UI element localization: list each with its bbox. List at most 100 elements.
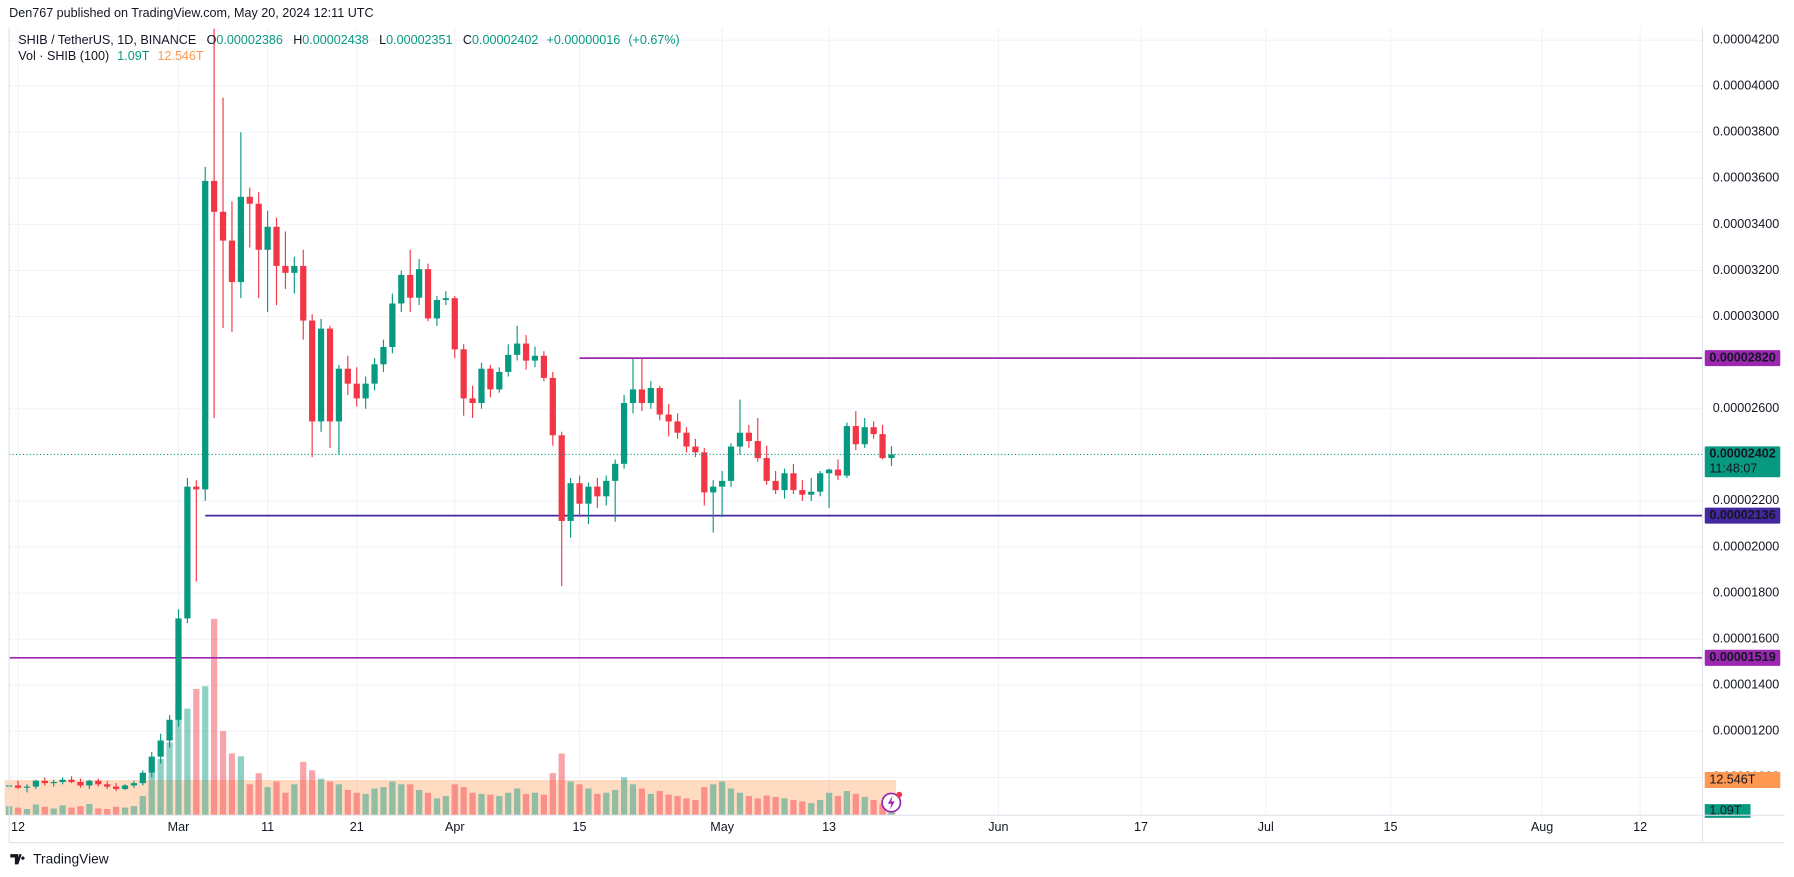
volume-bar <box>736 792 744 816</box>
volume-bar <box>576 784 583 816</box>
volume-bar <box>317 778 325 816</box>
volume-bar <box>14 807 22 816</box>
change-pct: (+0.67%) <box>628 34 679 48</box>
ohlc-value: 0.00002386 <box>216 34 282 48</box>
candle-body <box>514 343 521 355</box>
volume-bar <box>531 792 539 816</box>
volume-bar <box>442 796 449 816</box>
volume-bar <box>68 807 75 816</box>
candle-body <box>612 463 619 481</box>
symbol: SHIB / TetherUS, 1D, BINANCE <box>18 34 196 48</box>
candle-body <box>487 368 494 390</box>
legend-main: SHIB / TetherUS, 1D, BINANCE O0.00002386… <box>18 34 679 48</box>
legend-volume: Vol · SHIB (100) 1.09T 12.546T <box>18 50 204 64</box>
price-label-box <box>1704 350 1781 367</box>
volume-bar <box>629 784 637 816</box>
volume-bar <box>790 800 797 816</box>
volume-ma-box <box>1704 771 1781 788</box>
candle-body <box>228 240 236 283</box>
ohlc-key: C <box>463 34 472 48</box>
x-tick-label: 15 <box>1384 820 1398 834</box>
volume-bar <box>505 792 512 816</box>
volume-last-box <box>1704 804 1751 818</box>
volume-bar <box>540 794 548 816</box>
candle-body <box>763 458 770 481</box>
candle-body <box>371 364 378 384</box>
candle-body <box>362 383 369 399</box>
candle-body <box>727 446 735 481</box>
candle-body <box>415 269 423 298</box>
candle-body <box>531 355 539 361</box>
candle-body <box>202 180 209 490</box>
last-price-label: 0.00002402 <box>1709 447 1775 461</box>
candle-body <box>95 780 102 785</box>
icon-dot[interactable] <box>896 791 903 798</box>
y-tick-label: 0.00004000 <box>1713 79 1779 93</box>
volume-bar <box>825 792 833 816</box>
volume-bar <box>522 793 530 816</box>
candle-body <box>469 398 476 404</box>
candle-body <box>505 354 512 372</box>
volume-bar <box>157 759 164 816</box>
volume-bar <box>300 761 307 816</box>
y-tick-label: 0.00003600 <box>1713 171 1779 185</box>
y-tick-label: 0.00003000 <box>1713 309 1779 323</box>
candle-body <box>576 483 583 504</box>
volume-bar <box>647 793 654 816</box>
candle-body <box>380 347 387 365</box>
candle-body <box>620 403 628 464</box>
candle-body <box>317 328 325 422</box>
candle-body <box>193 486 200 490</box>
volume-bar <box>879 803 886 816</box>
volume-bar <box>674 796 681 816</box>
volume-bar <box>32 804 40 816</box>
volume-bar <box>50 808 57 816</box>
volume-ma-label: 12.546T <box>1709 772 1755 786</box>
volume-bar <box>23 809 31 816</box>
candle-body <box>638 389 646 404</box>
candle-body <box>442 298 449 301</box>
volume-bar <box>692 800 699 816</box>
volume-bar <box>415 789 423 816</box>
candle-body <box>353 383 360 399</box>
candle-body <box>558 435 565 521</box>
volume-bar <box>326 781 334 816</box>
icon-lightning[interactable] <box>881 791 903 813</box>
volume-bar <box>282 792 289 816</box>
candle-body <box>567 483 574 521</box>
y-tick-label: 0.00001600 <box>1713 631 1779 645</box>
volume-last-label: 1.09T <box>1709 803 1741 817</box>
volume-bar <box>603 792 610 816</box>
candle-body <box>264 226 271 250</box>
candle-body <box>852 426 859 445</box>
countdown-label: 11:48:07 <box>1709 462 1757 476</box>
candle-body <box>799 490 806 495</box>
price-label: 0.00002136 <box>1709 508 1775 522</box>
volume-bar <box>478 793 485 816</box>
y-tick-label: 0.00002000 <box>1713 539 1779 553</box>
volume-bar <box>799 801 806 816</box>
volume-bar <box>772 796 779 816</box>
icon-bolt[interactable] <box>887 795 895 810</box>
x-tick-label: Apr <box>445 820 465 834</box>
x-tick-label: Mar <box>168 820 190 834</box>
volume-bar <box>808 803 815 816</box>
volume-bar <box>175 702 182 816</box>
volume-bar <box>567 781 574 816</box>
candle-body <box>23 786 31 788</box>
x-tick-label: Aug <box>1531 820 1553 834</box>
candle-body <box>300 265 307 321</box>
candle-body <box>540 355 548 378</box>
volume-bar <box>398 784 405 816</box>
volume-bar <box>166 742 173 816</box>
candle-body <box>148 756 155 773</box>
volume-bar <box>656 791 663 816</box>
candle-body <box>496 371 503 390</box>
volume-bar <box>228 753 236 816</box>
candle-body <box>130 783 138 786</box>
candle-body <box>460 349 467 399</box>
candle-body <box>59 779 66 782</box>
candle-body <box>594 486 601 497</box>
volume-bar <box>59 805 66 816</box>
volume-bar <box>130 806 138 816</box>
